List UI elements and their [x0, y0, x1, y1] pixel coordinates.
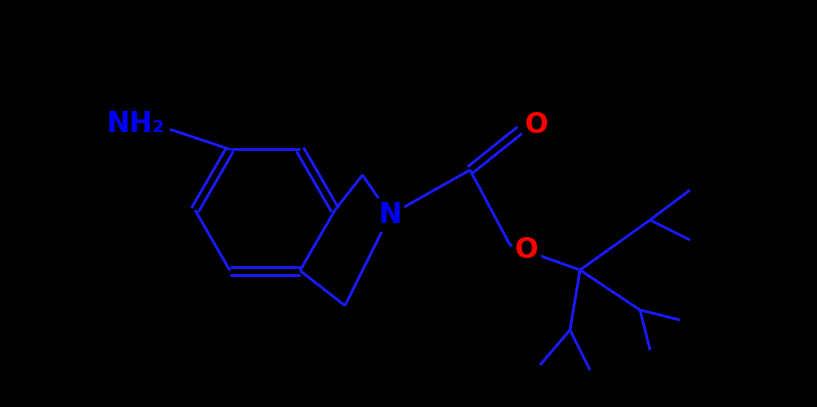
Text: N: N	[378, 201, 402, 229]
Text: NH₂: NH₂	[107, 110, 165, 138]
Text: O: O	[515, 236, 538, 264]
Text: O: O	[525, 111, 548, 139]
